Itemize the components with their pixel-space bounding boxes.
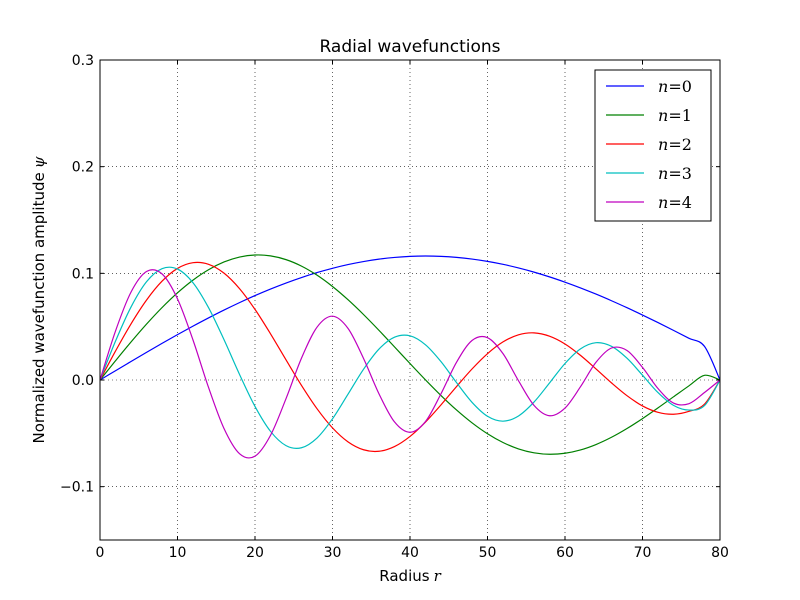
x-tick-label: 50	[479, 545, 497, 561]
series-line-n1	[99, 254, 721, 455]
x-axis-label-text: Radius	[379, 567, 429, 585]
x-tick-label: 60	[556, 545, 574, 561]
legend-label-n2: n=2	[658, 135, 692, 154]
x-axis-label: Radius r	[379, 567, 441, 585]
series-line-n4	[99, 269, 721, 459]
y-axis-label: Normalized wavefunction amplitude ψ	[30, 156, 48, 443]
legend-label-n0: n=0	[658, 77, 692, 96]
series-line-n2	[99, 261, 721, 453]
legend-box	[594, 69, 712, 222]
y-tick-label: 0.0	[72, 373, 94, 389]
x-tick-label: 70	[634, 545, 652, 561]
y-tick-label: 0.2	[72, 160, 94, 176]
x-tick-label: 80	[711, 545, 729, 561]
series-line-n3	[99, 266, 721, 449]
x-tick-label: 40	[401, 545, 419, 561]
y-axis-label-symbol: ψ	[30, 156, 48, 168]
y-tick-label: 0.3	[72, 53, 94, 69]
y-tick-label: 0.1	[72, 266, 94, 282]
series-layer	[99, 254, 721, 459]
y-tick-label: −0.1	[60, 480, 94, 496]
series-line-n0	[99, 255, 721, 381]
chart-title: Radial wavefunctions	[319, 37, 500, 57]
axis-ticks: 0 10 20 30 40 50 60 70 80 −0.1 0.0 0.1 0.2 0.3	[60, 53, 729, 561]
x-tick-label: 0	[96, 545, 105, 561]
legend: n=0 n=1 n=2 n=3 n=4	[594, 69, 712, 222]
x-tick-label: 20	[246, 545, 264, 561]
y-axis-label-text: Normalized wavefunction amplitude	[30, 172, 48, 443]
legend-label-n3: n=3	[658, 164, 692, 183]
legend-label-n4: n=4	[658, 193, 692, 212]
x-tick-label: 10	[169, 545, 187, 561]
x-axis-label-symbol: r	[434, 567, 442, 585]
x-tick-label: 30	[324, 545, 342, 561]
legend-label-n1: n=1	[658, 106, 692, 125]
